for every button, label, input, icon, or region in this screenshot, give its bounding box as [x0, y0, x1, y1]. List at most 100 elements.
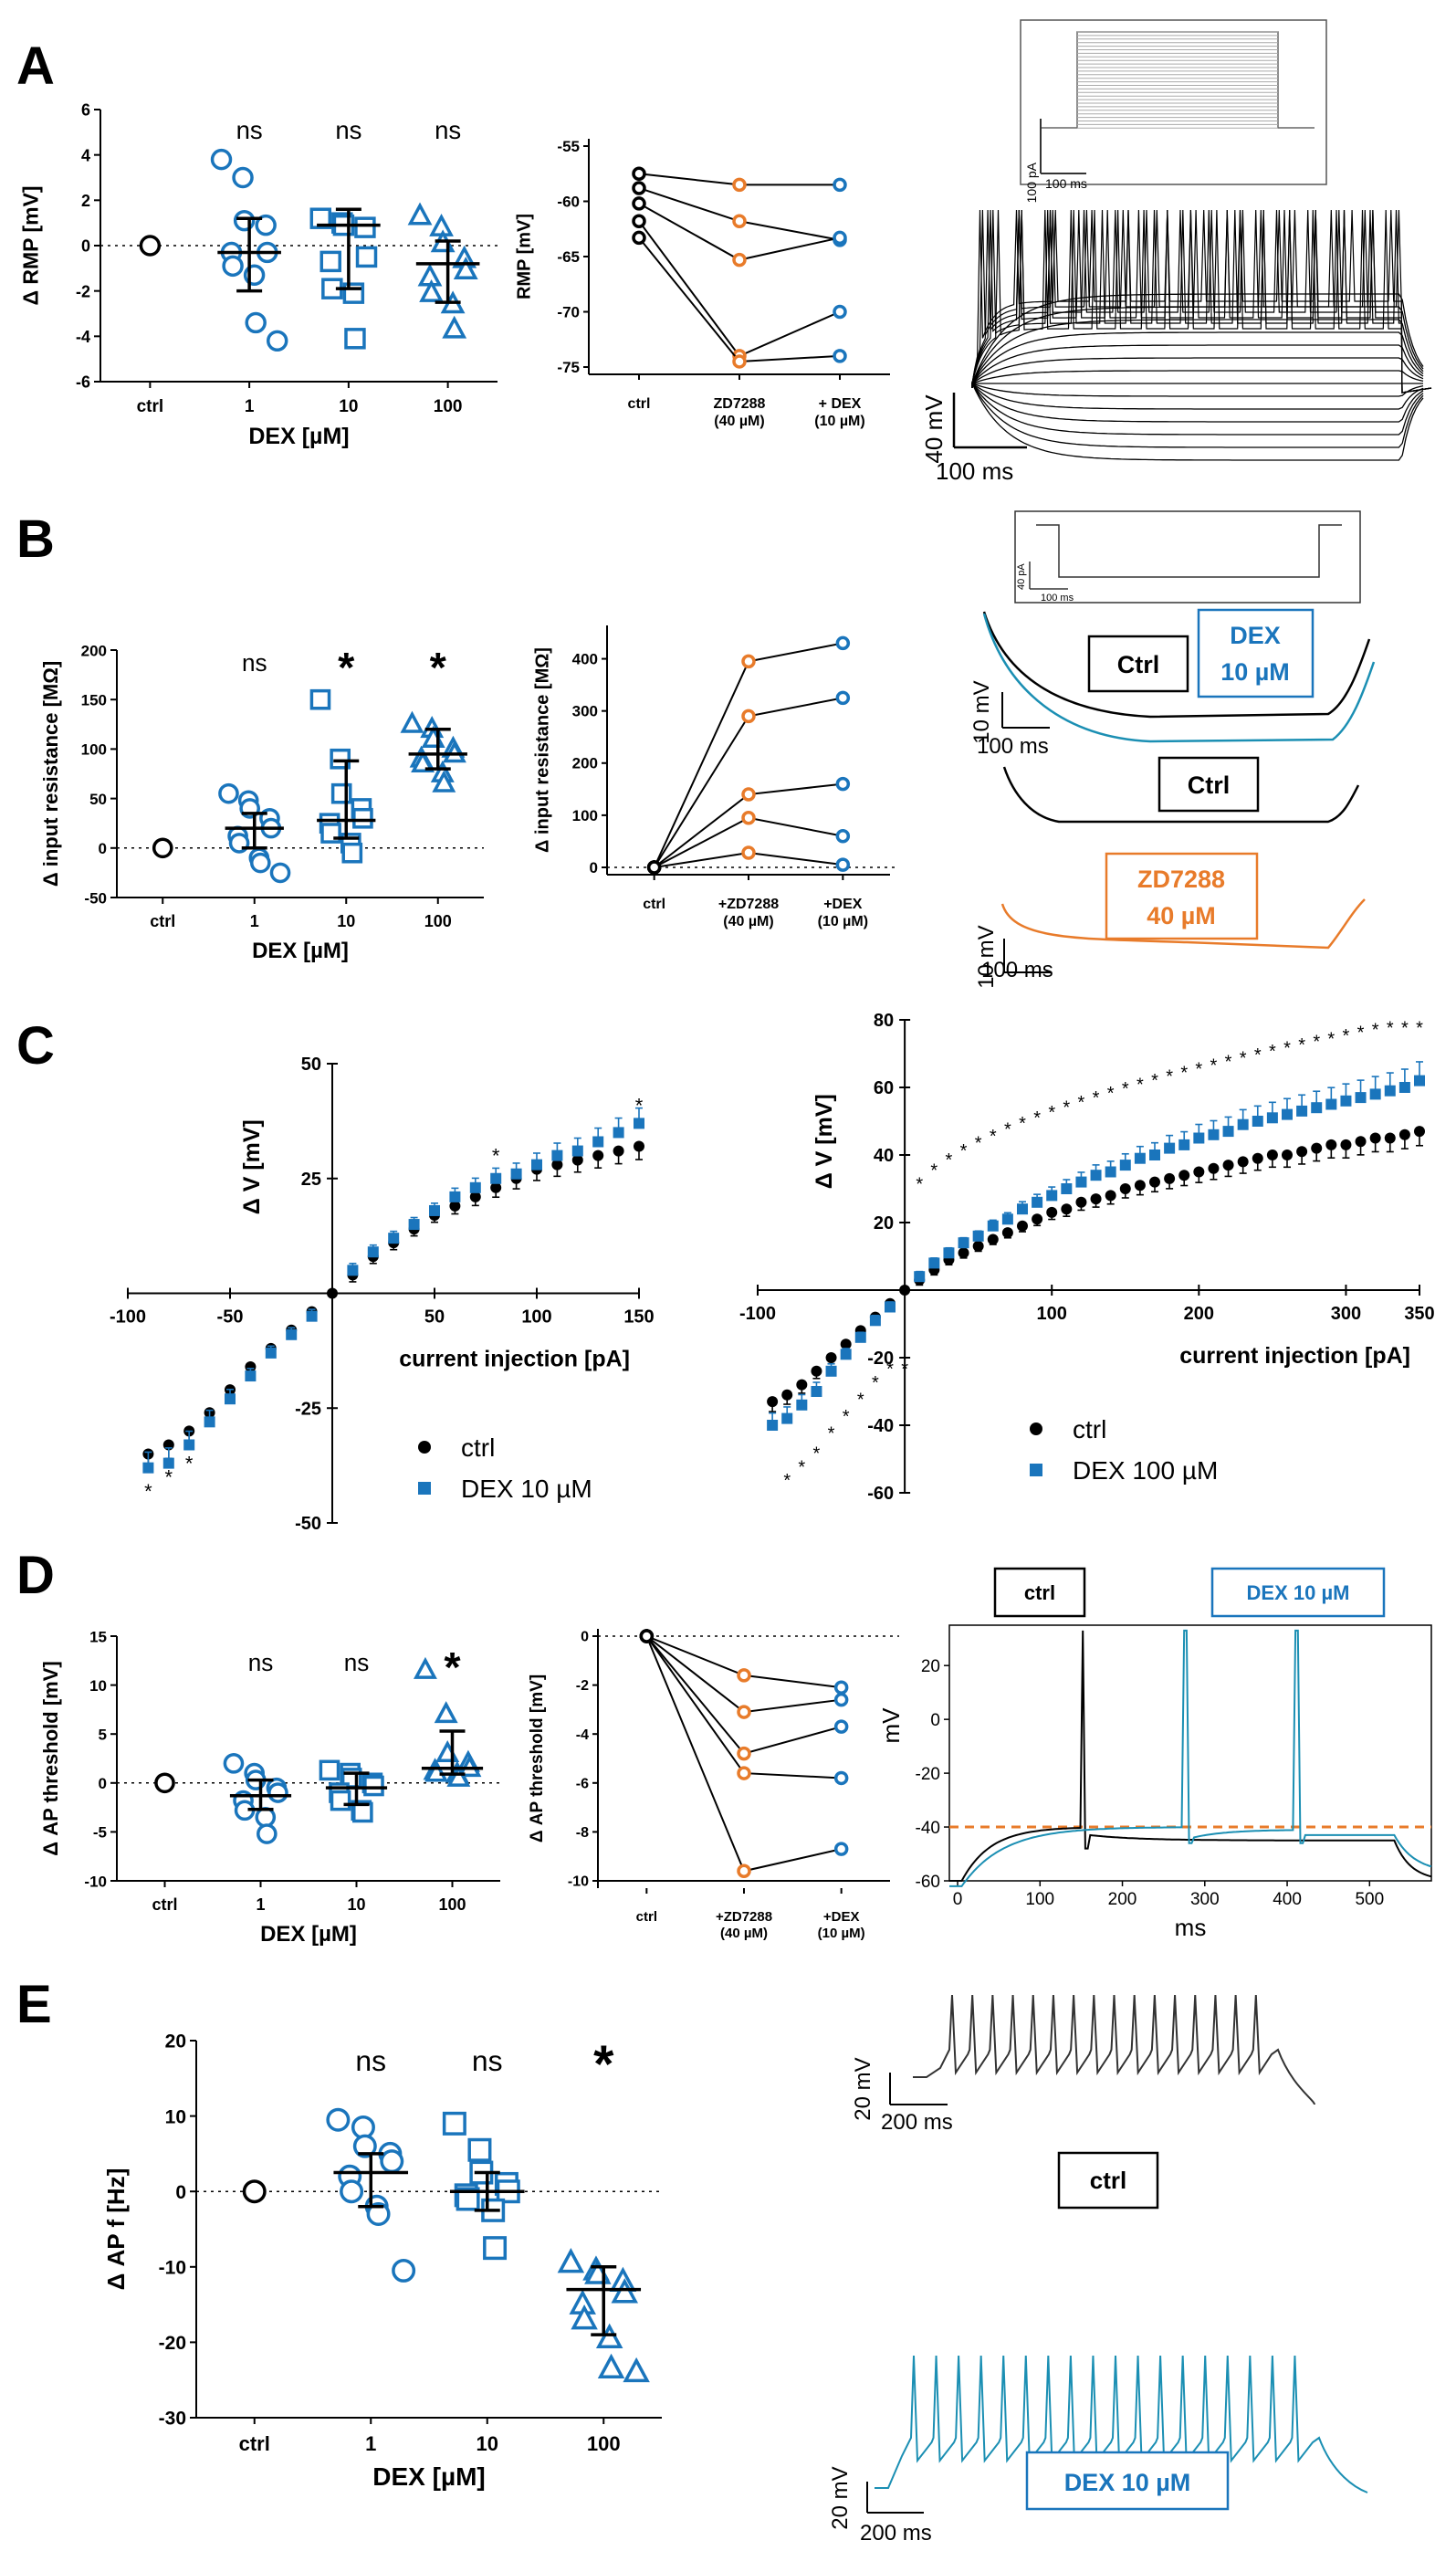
panel-label-d: D: [16, 1546, 55, 1605]
data-point: [429, 213, 454, 236]
data-point-dex: [1178, 1139, 1190, 1150]
significance-star: *: [872, 1373, 879, 1393]
pair-point: [737, 1705, 751, 1719]
data-point: [341, 842, 363, 864]
data-point: [623, 2357, 650, 2383]
significance-star: *: [930, 1160, 937, 1181]
y-tick-label: -65: [557, 248, 580, 266]
data-point-ctrl: [592, 1150, 604, 1161]
significance-star: *: [946, 1150, 953, 1171]
data-point: [330, 748, 351, 770]
data-point-dex: [1075, 1176, 1087, 1188]
data-point-ctrl: [571, 1154, 583, 1166]
data-point-dex: [265, 1347, 277, 1359]
y-tick-label: 50: [301, 1055, 321, 1075]
data-point-dex: [825, 1365, 837, 1377]
x-tick-label: 350: [1404, 1304, 1434, 1324]
voltage-trace: [971, 344, 1424, 388]
d-dex-box: [1210, 1567, 1386, 1618]
data-point-ctrl: [469, 1191, 481, 1202]
data-point: [352, 807, 373, 829]
y-tick-label: 20: [921, 1657, 940, 1676]
data-point: [413, 1656, 437, 1679]
significance-star: *: [492, 1145, 500, 1168]
y-tick-label: -20: [916, 1765, 940, 1784]
data-point-ctrl: [1090, 1193, 1102, 1205]
chart-B2: 0 100 200 300 400 ctrl +ZD7288 (40 µM) +DEX (10 µ…: [532, 625, 899, 929]
y-axis-title: Δ V [mV]: [239, 1119, 265, 1214]
data-point-ctrl: [767, 1396, 779, 1408]
x-axis-title: ms: [1175, 1914, 1207, 1941]
data-point: [152, 837, 173, 859]
data-point-ctrl: [1282, 1150, 1293, 1160]
y-tick-label: -10: [568, 1874, 589, 1890]
data-point-dex: [388, 1233, 400, 1244]
data-point-ctrl: [613, 1145, 624, 1157]
data-point-ctrl: [987, 1234, 999, 1245]
data-point-dex: [408, 1219, 420, 1231]
pair-line: [638, 187, 841, 241]
x-tick-label: (10 µM): [814, 414, 864, 429]
b-ctrl-trace: [982, 611, 1371, 719]
x-tick-label: ctrl: [152, 1895, 177, 1914]
y-tick-label: 100: [81, 741, 107, 759]
data-point: [218, 782, 239, 804]
significance-star: *: [1019, 1114, 1026, 1134]
data-point-dex: [531, 1159, 542, 1171]
data-point-ctrl: [1032, 1213, 1043, 1225]
e-dex-box: [1025, 2451, 1230, 2511]
y-tick-label: 10: [165, 2106, 186, 2127]
y-tick-label: 200: [81, 642, 107, 659]
significance-label: ns: [355, 2044, 386, 2077]
data-point-dex: [987, 1220, 999, 1232]
data-point: [442, 315, 467, 339]
data-point-dex: [162, 1457, 174, 1469]
significance-star: *: [1033, 1108, 1041, 1129]
x-tick-label: 1: [250, 912, 259, 930]
data-point-ctrl: [551, 1159, 563, 1171]
panel-e-traces: 20 mV 200 ms ctrl 20 mV 200 ms DEX 10 µM: [828, 1994, 1368, 2546]
data-point-dex: [928, 1257, 940, 1269]
significance-star: *: [916, 1174, 923, 1194]
data-point: [400, 710, 424, 733]
b-stimulus-step: [1036, 524, 1342, 578]
significance-label: ns: [248, 1649, 274, 1676]
pair-point: [833, 304, 847, 320]
legend-ctrl-marker: [418, 1441, 431, 1454]
significance-label: ns: [242, 649, 267, 677]
y-tick-label: 60: [874, 1078, 894, 1098]
data-point-dex: [840, 1349, 852, 1360]
voltage-trace-family: [971, 209, 1432, 461]
data-point-dex: [1414, 1075, 1425, 1087]
legend-dex-marker: [1030, 1464, 1042, 1476]
x-tick-label: (40 µM): [720, 1926, 768, 1941]
significance-star: *: [990, 1127, 997, 1147]
spiking-trace: [971, 209, 1432, 394]
y-tick-label: 400: [572, 651, 598, 668]
data-point-ctrl: [490, 1181, 502, 1193]
y-axis-title: Δ V [mV]: [812, 1094, 837, 1189]
x-tick-label: 100: [1037, 1304, 1067, 1324]
data-point-dex: [1193, 1132, 1205, 1144]
voltage-trace: [971, 319, 1424, 388]
pair-line: [638, 220, 841, 358]
data-point-dex: [1296, 1105, 1308, 1117]
pair-line: [653, 642, 843, 868]
pair-point: [732, 177, 747, 193]
y-tick-label: -40: [916, 1819, 940, 1838]
y-tick-label: -60: [557, 193, 580, 210]
data-point-ctrl: [1001, 1227, 1013, 1239]
significance-star: *: [185, 1453, 194, 1475]
y-tick-label: 300: [572, 703, 598, 720]
b-dex-box: [1197, 608, 1315, 698]
x-tick-label: ctrl: [628, 396, 651, 412]
y-tick-label: -10: [84, 1873, 107, 1890]
x-tick-label: +DEX: [823, 897, 863, 912]
y-tick-label: -30: [159, 2409, 186, 2430]
y-axis-title: Δ RMP [mV]: [19, 185, 43, 305]
data-point-dex: [1105, 1166, 1116, 1178]
legend-ctrl-label: ctrl: [461, 1433, 495, 1462]
chart-A2: -55 -60 -65 -70 -75 ctrl ZD7288 (40 µM) + DEX (10…: [514, 138, 890, 429]
y-tick-label: 100: [572, 807, 598, 824]
pair-point: [741, 845, 756, 860]
